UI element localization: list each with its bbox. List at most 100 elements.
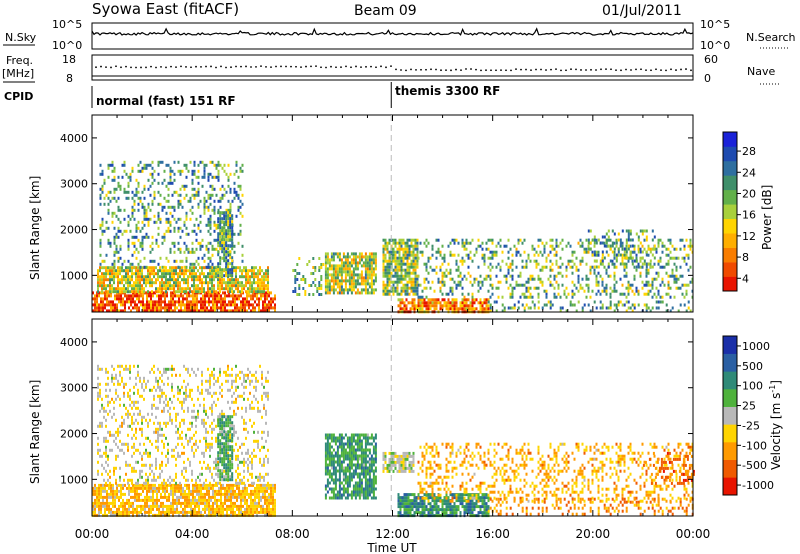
data-cell [649, 265, 652, 269]
data-cell [252, 309, 254, 313]
data-cell [117, 205, 120, 209]
data-cell [358, 258, 361, 262]
data-cell [611, 259, 614, 263]
data-cell [115, 290, 117, 294]
data-cell [268, 501, 270, 505]
data-cell [338, 285, 341, 289]
data-cell [232, 486, 234, 490]
data-cell [235, 272, 237, 276]
data-cell [105, 436, 107, 440]
data-cell [645, 229, 648, 233]
data-cell [647, 268, 650, 272]
data-cell [205, 247, 208, 251]
data-cell [461, 298, 464, 302]
data-cell [209, 202, 212, 206]
data-cell [623, 292, 626, 296]
data-cell [117, 229, 120, 233]
data-cell [180, 504, 182, 508]
data-cell [145, 278, 147, 282]
data-cell [150, 300, 152, 304]
data-cell [493, 253, 496, 257]
data-cell [97, 469, 99, 473]
data-cell [192, 510, 194, 514]
data-cell [225, 217, 228, 221]
data-cell [408, 265, 411, 269]
data-cell [222, 309, 224, 313]
data-cell [237, 281, 239, 285]
data-cell [197, 163, 200, 167]
data-cell [467, 307, 470, 311]
data-cell [326, 258, 329, 262]
data-cell [158, 297, 160, 301]
data-cell [210, 495, 212, 499]
data-cell [183, 196, 186, 200]
data-cell [217, 163, 220, 167]
data-cell [545, 265, 548, 269]
data-cell [225, 223, 228, 227]
data-cell [647, 292, 650, 296]
data-cell [437, 250, 440, 254]
data-cell [200, 513, 202, 517]
data-cell [220, 510, 222, 514]
data-cell [308, 260, 311, 263]
data-cell [105, 370, 107, 374]
data-cell [217, 178, 220, 182]
data-cell [501, 250, 504, 254]
data-cell [117, 454, 119, 458]
data-cell [111, 364, 113, 368]
data-cell [603, 265, 606, 269]
data-cell [384, 253, 387, 257]
data-cell [653, 244, 656, 248]
data-cell [235, 160, 238, 164]
data-cell [129, 275, 131, 279]
data-cell [165, 269, 167, 273]
data-cell [607, 229, 610, 233]
data-cell [151, 166, 154, 170]
data-cell [108, 507, 110, 511]
data-cell [195, 232, 198, 236]
data-cell [459, 307, 462, 311]
data-cell [565, 274, 568, 278]
data-cell [218, 300, 220, 304]
data-cell [253, 287, 255, 291]
data-cell [109, 481, 111, 485]
data-cell [97, 269, 99, 273]
data-cell [176, 495, 178, 499]
data-cell [220, 504, 222, 508]
data-cell [197, 193, 200, 197]
data-cell [111, 376, 113, 380]
data-cell [98, 504, 100, 508]
data-cell [115, 481, 117, 485]
data-cell [119, 287, 121, 291]
data-cell [267, 269, 269, 273]
data-cell [136, 309, 138, 313]
data-cell [112, 306, 114, 310]
data-cell [481, 256, 484, 260]
data-cell [589, 229, 592, 233]
data-cell [154, 303, 156, 307]
data-cell [412, 262, 415, 266]
data-cell [105, 269, 107, 273]
data-cell [615, 303, 618, 307]
data-cell [224, 291, 226, 295]
data-cell [185, 226, 188, 230]
data-cell [174, 303, 176, 307]
data-cell [627, 229, 630, 233]
data-cell [194, 303, 196, 307]
data-cell [159, 290, 161, 294]
data-cell [117, 175, 120, 179]
data-cell [163, 281, 165, 285]
data-cell [245, 278, 247, 282]
data-cell [386, 241, 389, 245]
data-cell [115, 269, 117, 273]
data-cell [396, 274, 399, 278]
data-cell [451, 307, 454, 311]
data-cell [167, 220, 170, 224]
data-cell [210, 294, 212, 298]
data-cell [372, 273, 375, 277]
data-cell [200, 297, 202, 301]
data-cell [127, 275, 129, 279]
data-cell [92, 513, 94, 517]
data-cell [257, 278, 259, 282]
data-cell [157, 269, 159, 273]
